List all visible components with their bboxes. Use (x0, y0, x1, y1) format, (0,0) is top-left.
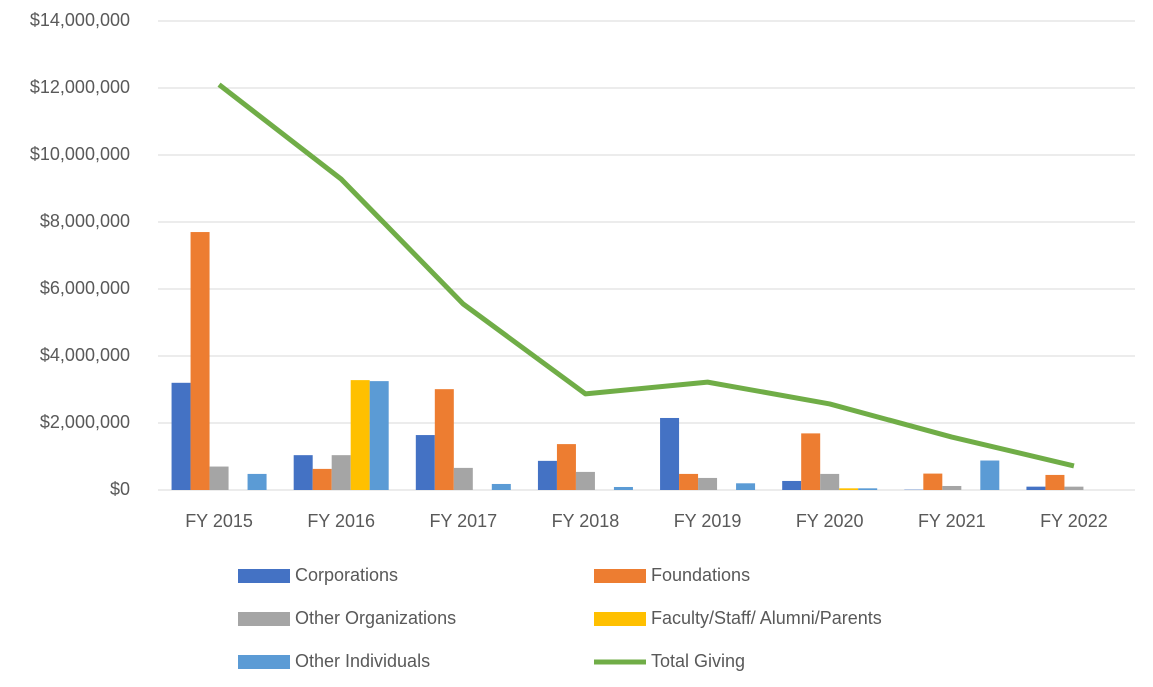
legend-label: Foundations (651, 565, 750, 585)
y-tick-label: $8,000,000 (40, 211, 130, 231)
line (219, 85, 1074, 466)
bar (801, 433, 820, 490)
bar (210, 467, 229, 490)
legend-swatch (238, 655, 290, 669)
bar (782, 481, 801, 490)
bar (313, 469, 332, 490)
y-tick-label: $12,000,000 (30, 77, 130, 97)
bar (576, 472, 595, 490)
y-tick-label: $2,000,000 (40, 412, 130, 432)
bar (492, 484, 511, 490)
bar (370, 381, 389, 490)
bar (980, 461, 999, 490)
bar (820, 474, 839, 490)
bar (736, 483, 755, 490)
x-tick-label: FY 2018 (552, 511, 620, 531)
bar (679, 474, 698, 490)
bar (191, 232, 210, 490)
bar (1026, 487, 1045, 490)
legend-label: Corporations (295, 565, 398, 585)
x-tick-label: FY 2021 (918, 511, 986, 531)
legend-label: Other Organizations (295, 608, 456, 628)
bar (858, 488, 877, 490)
bar (332, 455, 351, 490)
legend-swatch (238, 569, 290, 583)
y-tick-label: $4,000,000 (40, 345, 130, 365)
bar (1045, 475, 1064, 490)
x-tick-label: FY 2019 (674, 511, 742, 531)
legend-label: Total Giving (651, 651, 745, 671)
y-tick-label: $14,000,000 (30, 10, 130, 30)
y-tick-label: $6,000,000 (40, 278, 130, 298)
x-tick-label: FY 2017 (429, 511, 497, 531)
legend-swatch (594, 569, 646, 583)
bar (435, 389, 454, 490)
x-tick-label: FY 2015 (185, 511, 253, 531)
x-tick-label: FY 2020 (796, 511, 864, 531)
bar (538, 461, 557, 490)
x-tick-label: FY 2022 (1040, 511, 1108, 531)
bar (839, 488, 858, 490)
bar (614, 487, 633, 490)
bar (942, 486, 961, 490)
legend-label: Other Individuals (295, 651, 430, 671)
bar (698, 478, 717, 490)
bar (660, 418, 679, 490)
bar (351, 380, 370, 490)
bar (294, 455, 313, 490)
bar (172, 383, 191, 490)
legend-swatch (238, 612, 290, 626)
legend-label: Faculty/Staff/ Alumni/Parents (651, 608, 882, 628)
bar (1064, 487, 1083, 490)
y-tick-label: $0 (110, 479, 130, 499)
bar (416, 435, 435, 490)
x-tick-label: FY 2016 (307, 511, 375, 531)
y-tick-label: $10,000,000 (30, 144, 130, 164)
legend-swatch (594, 612, 646, 626)
bar (248, 474, 267, 490)
bar (454, 468, 473, 490)
bar (557, 444, 576, 490)
bar (923, 474, 942, 490)
